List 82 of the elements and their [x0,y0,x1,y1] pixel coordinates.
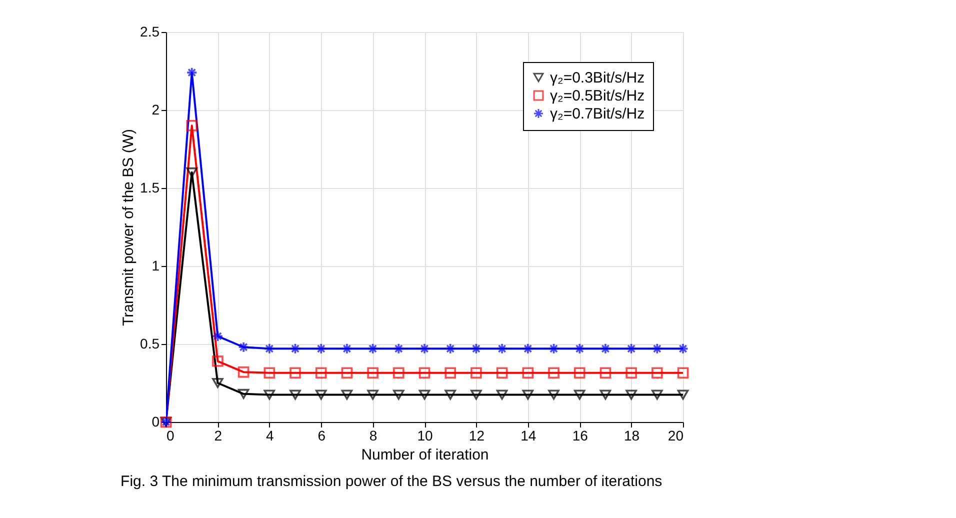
point [574,367,586,379]
y-tick-label: 0 [152,414,160,430]
point [264,343,276,354]
point [393,343,404,354]
x-tick-label: 14 [520,428,536,444]
point [496,390,508,400]
y-tick-label: 1.5 [140,180,160,196]
point [626,367,637,379]
x-tick-label: 2 [214,428,222,444]
point [290,343,301,354]
point [341,390,353,400]
point [677,367,689,379]
point [677,390,689,400]
y-tick-label: 0.5 [140,336,160,352]
x-tick-label: 6 [318,428,326,444]
point [600,367,612,379]
point [315,343,327,354]
x-axis-title: Number of iteration [361,446,489,464]
x-tick-label: 0 [166,428,174,444]
point [367,343,378,354]
point [548,390,560,400]
x-tick-label: 18 [624,428,640,444]
point [418,367,430,379]
point [290,390,301,400]
point [212,330,224,342]
point [626,390,637,400]
point [238,366,250,378]
point [626,343,637,354]
point [418,390,430,400]
point [341,343,353,354]
point [367,390,378,400]
legend-label: γ₂=0.5Bit/s/Hz [550,88,645,104]
point [418,343,430,354]
caption: Fig. 3 The minimum transmission power of the BS versus the number of iterations [120,473,662,490]
x-tick-label: 4 [266,428,274,444]
x-tick-label: 10 [417,428,433,444]
point [238,341,250,353]
point [315,390,327,400]
point [290,367,301,379]
point [652,367,663,379]
point [600,390,612,400]
point [652,390,663,400]
point [393,367,404,379]
point [238,388,250,399]
x-tick-label: 8 [369,428,378,444]
point [212,378,224,388]
point [470,390,482,400]
point [444,390,456,400]
point [264,390,276,400]
legend-label: γ₂=0.7Bit/s/Hz [550,106,645,122]
x-tick-label: 20 [668,428,684,444]
point [652,343,663,354]
y-tick-label: 2.5 [140,24,160,40]
y-tick-label: 2 [152,102,160,118]
point [444,343,456,354]
point [522,390,534,400]
point [264,367,276,379]
y-axis-title: Transmit power of the BS (W) [120,129,138,326]
point [677,343,689,354]
point [341,367,353,379]
legend-label: γ₂=0.3Bit/s/Hz [550,70,645,86]
x-tick-label: 12 [468,428,485,444]
point [522,343,534,354]
point [600,343,612,354]
point [522,367,534,379]
y-tick-label: 1 [152,258,160,274]
x-tick-label: 16 [572,428,588,444]
point [548,367,560,379]
point [186,167,198,178]
point [186,120,198,132]
point [315,367,327,379]
point [574,343,586,354]
point [470,343,482,354]
point [367,367,378,379]
point [496,343,508,354]
point [212,356,224,367]
point [548,343,560,354]
point [393,390,404,400]
point [444,367,456,379]
point [496,367,508,379]
point [470,367,482,379]
point [574,390,586,400]
